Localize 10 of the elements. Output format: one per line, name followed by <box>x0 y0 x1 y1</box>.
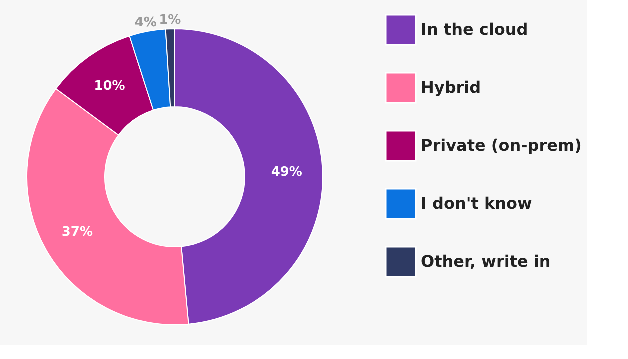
legend-label: In the cloud <box>421 20 528 39</box>
legend-label: Other, write in <box>421 252 551 271</box>
legend-label: Hybrid <box>421 78 482 97</box>
data-label: 10% <box>94 78 126 94</box>
data-label: 1% <box>159 13 182 28</box>
data-label: 49% <box>271 164 302 180</box>
legend-label: Private (on-prem) <box>421 136 582 155</box>
data-label: 4% <box>134 16 157 31</box>
data-label: 37% <box>62 224 93 240</box>
legend-label: I don't know <box>421 194 532 213</box>
